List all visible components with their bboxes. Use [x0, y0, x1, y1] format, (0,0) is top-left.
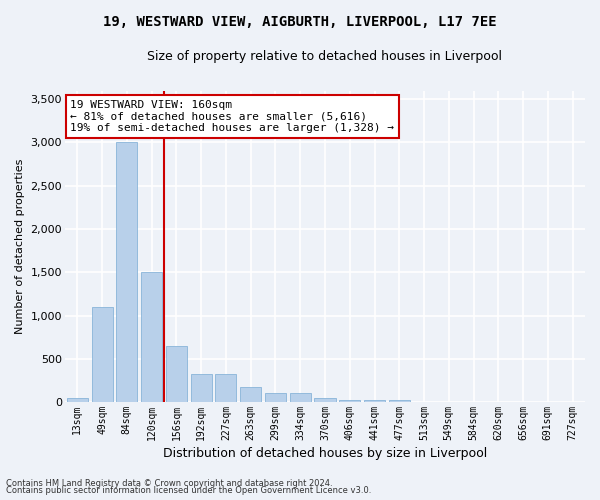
Bar — [92, 307, 113, 402]
Bar — [364, 400, 385, 402]
X-axis label: Distribution of detached houses by size in Liverpool: Distribution of detached houses by size … — [163, 447, 487, 460]
Title: Size of property relative to detached houses in Liverpool: Size of property relative to detached ho… — [148, 50, 502, 63]
Bar — [67, 398, 88, 402]
Bar — [265, 394, 286, 402]
Text: Contains HM Land Registry data © Crown copyright and database right 2024.: Contains HM Land Registry data © Crown c… — [6, 478, 332, 488]
Text: 19 WESTWARD VIEW: 160sqm
← 81% of detached houses are smaller (5,616)
19% of sem: 19 WESTWARD VIEW: 160sqm ← 81% of detach… — [70, 100, 394, 133]
Text: 19, WESTWARD VIEW, AIGBURTH, LIVERPOOL, L17 7EE: 19, WESTWARD VIEW, AIGBURTH, LIVERPOOL, … — [103, 15, 497, 29]
Bar — [116, 142, 137, 402]
Bar — [215, 374, 236, 402]
Bar — [290, 394, 311, 402]
Bar — [389, 400, 410, 402]
Bar — [141, 272, 162, 402]
Bar — [339, 400, 360, 402]
Bar — [240, 387, 261, 402]
Y-axis label: Number of detached properties: Number of detached properties — [15, 158, 25, 334]
Text: Contains public sector information licensed under the Open Government Licence v3: Contains public sector information licen… — [6, 486, 371, 495]
Bar — [191, 374, 212, 402]
Bar — [166, 346, 187, 402]
Bar — [314, 398, 335, 402]
